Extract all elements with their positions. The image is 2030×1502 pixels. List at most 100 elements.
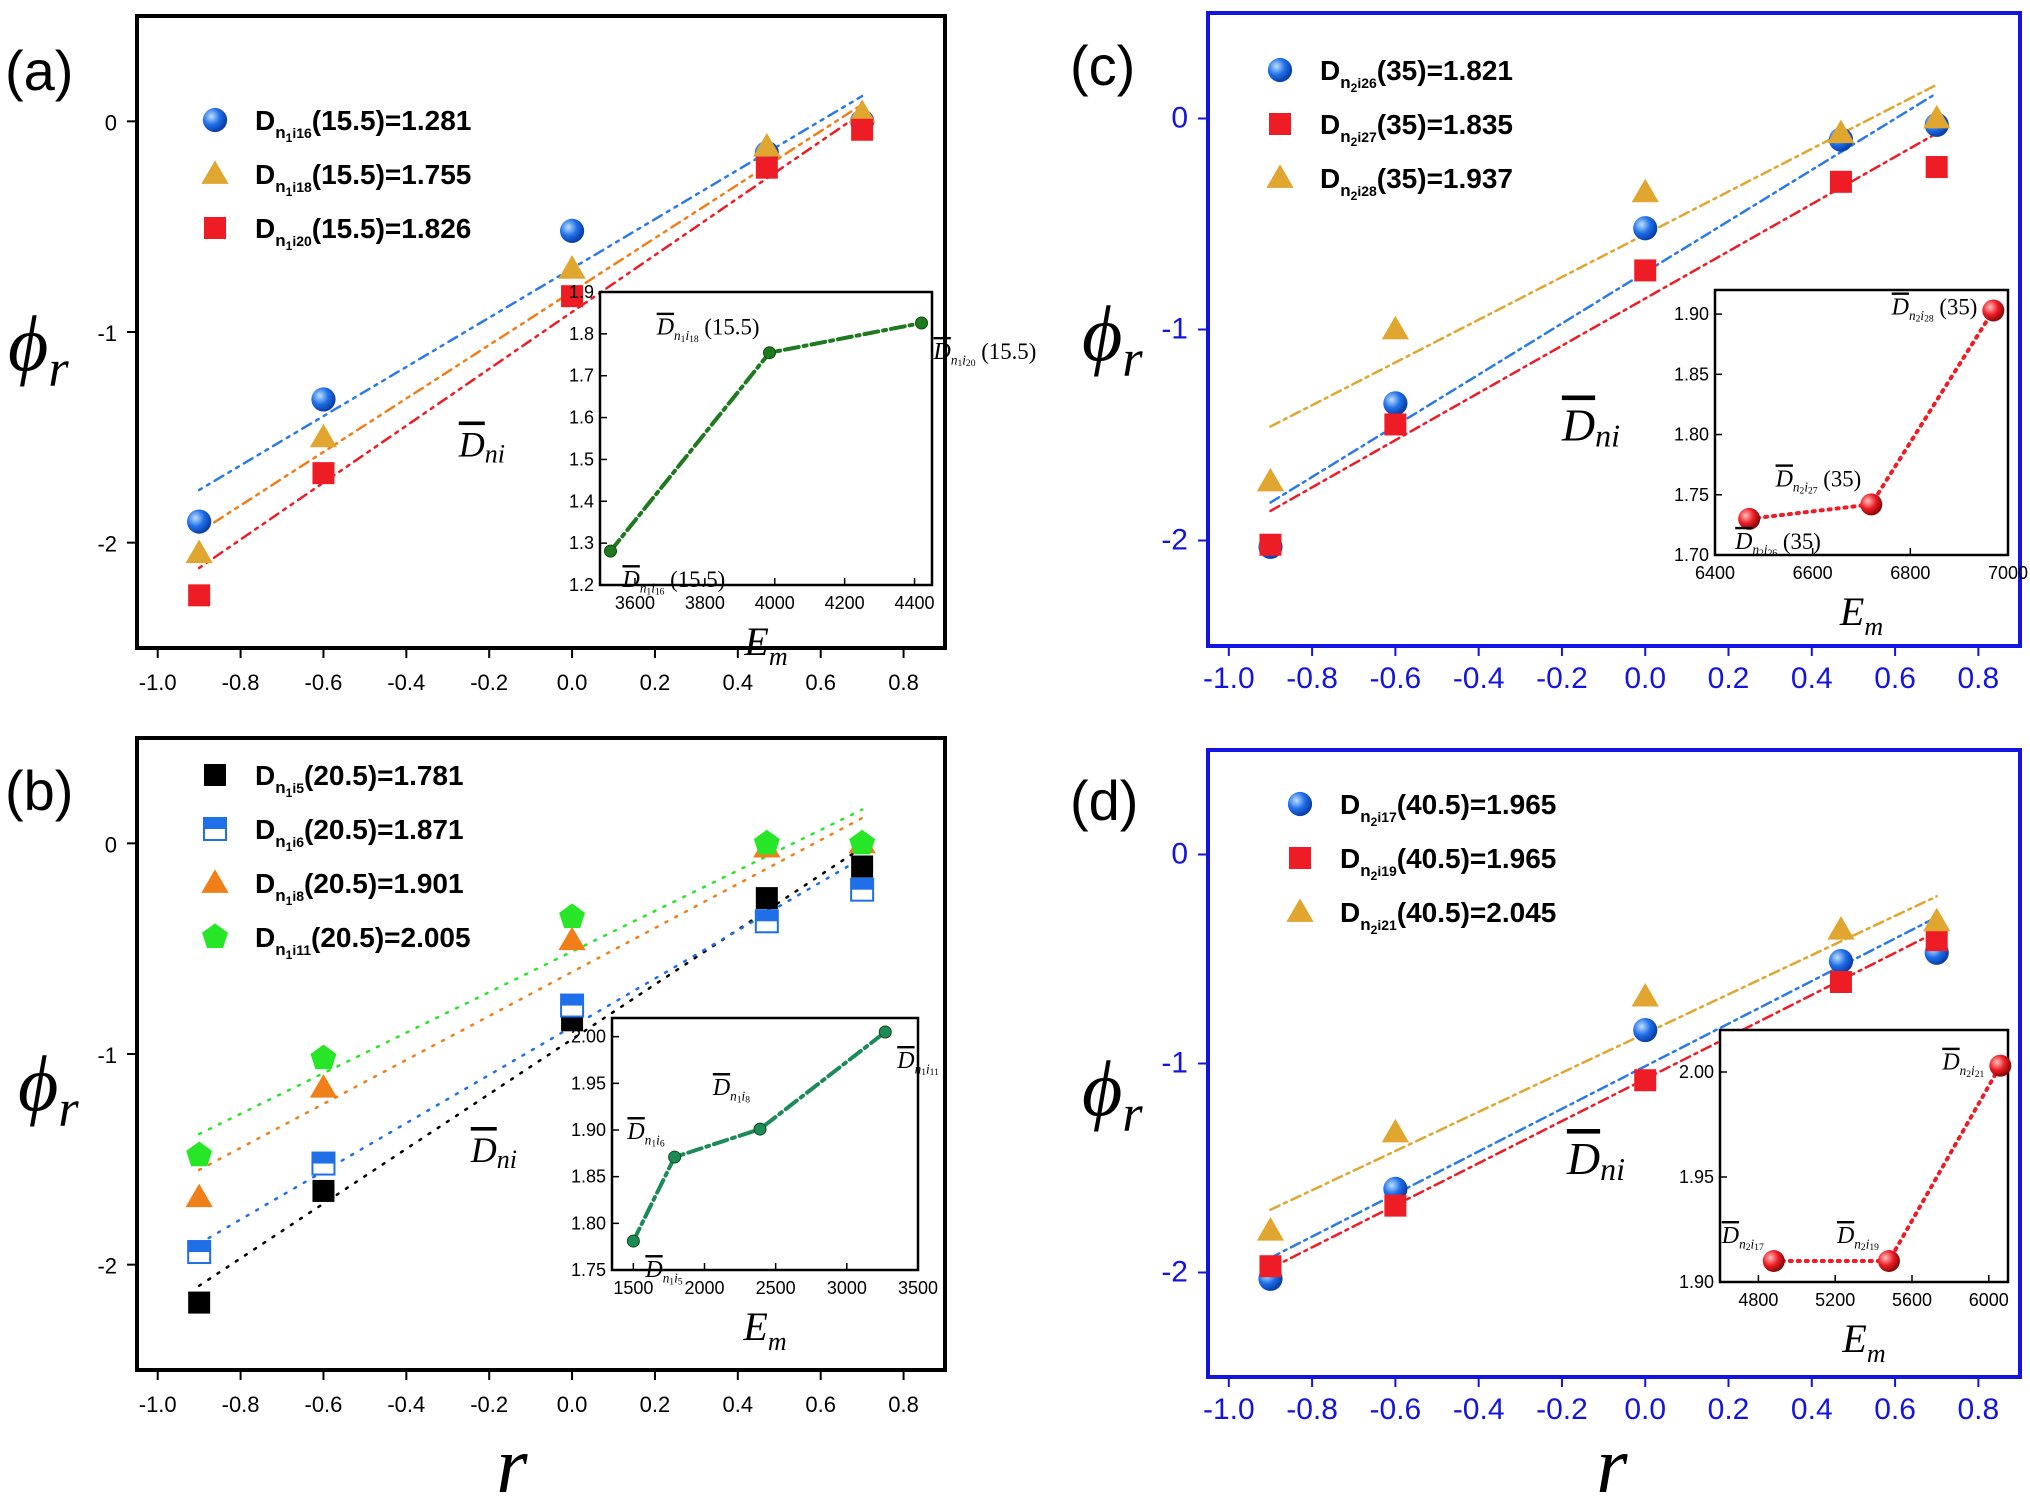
data-point (1256, 1217, 1285, 1241)
legend-entry: Dn1i18(15.5)=1.755 (255, 159, 471, 199)
legend-sub: n (275, 123, 285, 142)
data-point (1923, 907, 1951, 932)
inset-y-axis-label-base: D (1561, 400, 1595, 451)
point-label-sub3-index: 18 (689, 334, 699, 345)
legend-sub3: i26 (1357, 75, 1377, 91)
point-label: Dn1i18 (15.5) (656, 315, 760, 345)
x-tick-label: -0.2 (470, 1392, 508, 1417)
point-label-sub3-index: 17 (1754, 1242, 1764, 1253)
data-point-fill (312, 1152, 335, 1164)
point-label: Dn2i28 (35) (1891, 294, 1978, 324)
point-label-sub3-letter: i (1764, 542, 1768, 557)
data-point (309, 1074, 338, 1098)
legend-base: D (255, 105, 275, 136)
data-point (753, 829, 780, 855)
data-point (558, 255, 586, 279)
point-label-text: Dn2i19 (1836, 1223, 1879, 1253)
inset-x-axis-label: Em (742, 1304, 786, 1356)
legend-sub3: i28 (1357, 183, 1377, 199)
legend-marker (201, 869, 229, 893)
point-label-sub3-letter: i (962, 352, 966, 367)
data-point (1829, 970, 1852, 993)
panel-label: (b) (5, 759, 73, 822)
inset-y-tick-label: 1.3 (569, 533, 594, 553)
legend-entry: Dn1i20(15.5)=1.826 (255, 213, 471, 253)
point-label-sub3-letter: i (742, 1088, 746, 1103)
point-label-sub3-letter: i (1866, 1236, 1870, 1251)
data-point (848, 99, 876, 123)
point-label-sub: n (663, 1270, 670, 1285)
fit-line (197, 846, 864, 1287)
x-tick-label: -0.4 (1453, 662, 1505, 695)
legend-marker (1267, 57, 1293, 83)
inset-y-tick-label: 1.5 (569, 449, 594, 469)
point-label-tail: (35) (1818, 466, 1862, 491)
legend-base: D (1320, 163, 1340, 194)
inset-y-tick-label: 1.85 (571, 1167, 606, 1187)
data-point (1828, 948, 1854, 974)
point-label-sub2: 1 (669, 1276, 674, 1287)
legend-sub3: i16 (292, 125, 312, 141)
x-tick-label: -1.0 (139, 1392, 177, 1417)
fit-line (1269, 83, 1938, 428)
inset-data-point (1989, 1054, 2012, 1077)
y-axis-label: ϕr (8, 300, 69, 398)
x-tick-label: -0.2 (1536, 1393, 1588, 1426)
legend-base: D (255, 213, 275, 244)
point-label-base: D (626, 1119, 644, 1145)
fit-line (1269, 915, 1938, 1260)
point-label: Dn2i17 (1721, 1223, 1764, 1253)
point-label-base: D (1836, 1223, 1854, 1249)
point-label-sub3-index: 8 (745, 1094, 750, 1105)
legend-tail: (15.5)=1.826 (312, 213, 472, 244)
inset-data-point (1877, 1250, 1900, 1272)
y-axis-label: ϕr (1082, 290, 1143, 388)
legend-sub3: i17 (1377, 809, 1397, 825)
legend-base: D (255, 814, 275, 845)
inset-y-tick-label: 1.75 (571, 1260, 606, 1280)
legend-entry: Dn2i26(35)=1.821 (1320, 55, 1513, 95)
legend-sub2: 1 (286, 786, 293, 800)
legend-tail: (40.5)=2.045 (1397, 897, 1557, 928)
x-tick-label: -0.8 (1286, 662, 1338, 695)
legend-sub2: 2 (1371, 815, 1378, 829)
data-point (188, 1291, 211, 1314)
inset-y-tick-label: 1.80 (1674, 425, 1709, 445)
point-label-base: D (896, 1048, 914, 1074)
data-point (1923, 104, 1951, 129)
data-point (1827, 916, 1855, 940)
legend-entry: Dn2i28(35)=1.937 (1320, 163, 1513, 203)
point-label-text: Dn2i27 (35) (1775, 466, 1862, 496)
point-label-sub: n (915, 1061, 922, 1076)
x-tick-label: 0.2 (1708, 1393, 1750, 1426)
x-tick-label: -1.0 (1203, 662, 1255, 695)
data-point (1259, 533, 1282, 556)
inset-series-line (631, 1030, 888, 1244)
y-axis-label-symbol: ϕ (18, 1040, 58, 1127)
y-tick-label: -1 (1161, 313, 1188, 346)
data-point (1381, 1118, 1410, 1143)
inset-x-tick-label: 4800 (1738, 1290, 1778, 1310)
data-point (310, 1044, 337, 1070)
inset-x-axis-label-base: E (1841, 1316, 1866, 1361)
legend-marker (1289, 847, 1311, 869)
inset-y-tick-label: 1.70 (1674, 545, 1709, 565)
legend-marker (1286, 898, 1314, 922)
x-tick-label: 0.0 (557, 670, 588, 695)
x-tick-label: 0.8 (1957, 662, 1999, 695)
fit-line (197, 111, 864, 570)
point-label-text: Dn1i18 (15.5) (656, 315, 760, 345)
inset-frame (610, 1016, 920, 1272)
point-label-base: D (656, 315, 674, 341)
point-label-sub3-letter: i (656, 1132, 660, 1147)
legend-entry: Dn2i21(40.5)=2.045 (1340, 897, 1556, 937)
legend-marker (202, 107, 228, 133)
legend-tail: (35)=1.821 (1377, 55, 1513, 86)
inset-x-tick-label: 2000 (684, 1278, 724, 1298)
data-point (1827, 119, 1855, 144)
inset-y-axis-label: Dni (1566, 1133, 1625, 1187)
data-point (1925, 156, 1948, 179)
fit-line (1269, 132, 1938, 513)
point-label-sub2: 2 (1746, 1242, 1751, 1253)
